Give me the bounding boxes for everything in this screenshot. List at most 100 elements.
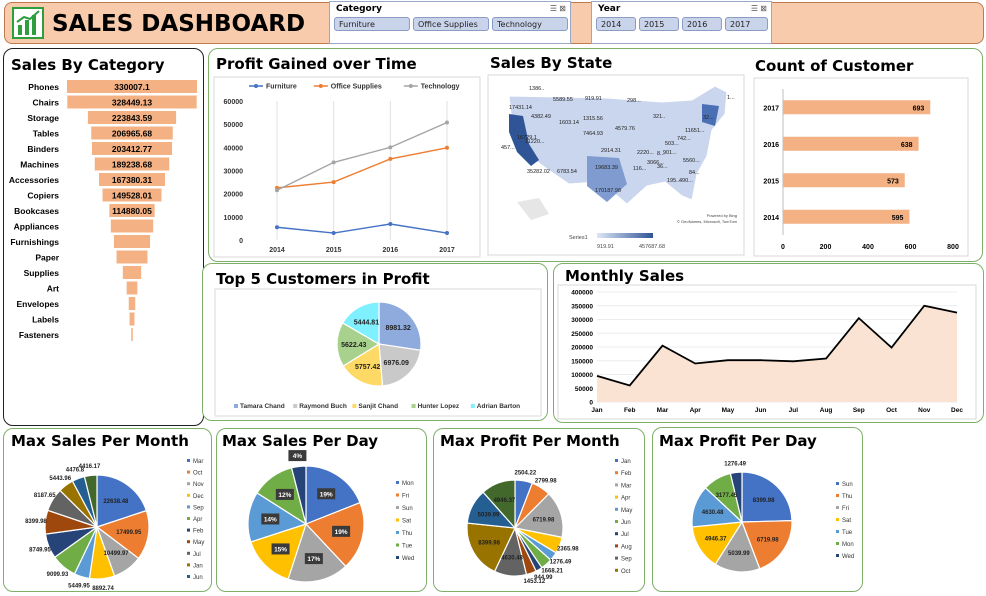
category-label-machines: Machines bbox=[20, 160, 59, 170]
state-label-9: 7464.93 bbox=[583, 131, 603, 137]
state-label-22: 3066... bbox=[647, 160, 664, 166]
profit-point-technology-2014 bbox=[275, 188, 279, 193]
max_sales_per_month-legend-swatch-jan bbox=[187, 563, 190, 567]
max_profit_per_month-label-11: 4946.37 bbox=[494, 498, 516, 504]
max_profit_per_month-slice-9 bbox=[466, 522, 516, 573]
profit-ytick-0: 0 bbox=[239, 238, 243, 245]
state-label-33: 32... bbox=[703, 115, 714, 121]
map-credit-2: © GeoNames, Microsoft, TomTom bbox=[677, 219, 738, 224]
category-bar-machines bbox=[94, 157, 170, 171]
category-label-envelopes: Envelopes bbox=[16, 299, 59, 309]
top5-legend-hunter-lopez: Hunter Lopez bbox=[418, 403, 460, 410]
max_profit_per_month-legend-apr: Apr bbox=[621, 496, 630, 502]
top5-slice-0 bbox=[378, 301, 422, 351]
profit-ytick-50000: 50000 bbox=[224, 122, 244, 129]
customer-xtick-400: 400 bbox=[862, 244, 874, 251]
max_sales_per_day-legend-mon: Mon bbox=[402, 481, 414, 487]
category-label-labels: Labels bbox=[32, 315, 59, 325]
max_profit_per_day-legend-swatch-sat bbox=[836, 518, 839, 521]
max_sales_per_month-legend-swatch-sep bbox=[187, 505, 190, 509]
slicer-item-2014[interactable]: 2014 bbox=[596, 17, 636, 31]
profit-ytick-40000: 40000 bbox=[224, 145, 244, 152]
dashboard-title: SALES DASHBOARD bbox=[52, 11, 306, 37]
category-label-paper: Paper bbox=[35, 253, 59, 263]
top5-legend-adrian-barton: Adrian Barton bbox=[477, 403, 520, 410]
state-label-16: 6783.54 bbox=[557, 169, 577, 175]
max_profit_per_day-legend-swatch-thu bbox=[836, 494, 839, 497]
max_profit_per_month-legend-swatch-aug bbox=[615, 544, 618, 548]
state-label-19: 170187.98 bbox=[595, 188, 621, 194]
category-bar-copiers bbox=[102, 188, 162, 202]
monthly-ytick-150000: 150000 bbox=[571, 358, 593, 365]
max_sales_per_day-label-box-3 bbox=[271, 543, 290, 555]
state-label-18: 116... bbox=[633, 166, 647, 172]
monthly-xtick-Jun: Jun bbox=[755, 407, 767, 414]
max_profit_per_day-label-1: 6719.98 bbox=[757, 537, 779, 543]
slicer-item-office-supplies[interactable]: Office Supplies bbox=[413, 17, 489, 31]
customer-value-2014: 595 bbox=[892, 215, 904, 222]
state-label-11: 16729.1 bbox=[517, 135, 537, 141]
max_sales_per_month-legend-may: May bbox=[193, 540, 204, 546]
max_sales_per_day-legend-thu: Thu bbox=[402, 531, 412, 537]
customer-value-2015: 573 bbox=[887, 178, 899, 185]
max-profit-month-title: Max Profit Per Month bbox=[440, 432, 620, 450]
customer-bar-2017 bbox=[783, 100, 931, 115]
profit-over-time-title: Profit Gained over Time bbox=[216, 55, 417, 73]
customer-bar-2014 bbox=[783, 209, 910, 224]
max_sales_per_day-legend-swatch-fri bbox=[396, 493, 399, 497]
max_sales_per_month-legend-feb: Feb bbox=[193, 529, 204, 535]
profit-line-technology bbox=[276, 121, 448, 191]
profit-chart-frame bbox=[213, 76, 481, 258]
category-bar-fasteners bbox=[131, 328, 133, 341]
max_profit_per_day-legend-sun: Sun bbox=[842, 482, 853, 488]
max_profit_per_month-legend-swatch-mar bbox=[615, 483, 618, 487]
max_profit_per_day-legend-wed: Wed bbox=[842, 554, 854, 560]
slicer-item-2016[interactable]: 2016 bbox=[682, 17, 722, 31]
max_profit_per_day-legend-swatch-mon bbox=[836, 542, 839, 545]
slicer-item-furniture[interactable]: Furniture bbox=[334, 17, 410, 31]
category-label-phones: Phones bbox=[28, 82, 59, 92]
state-label-1: 17431.14 bbox=[509, 105, 532, 111]
customer-xtick-800: 800 bbox=[947, 244, 959, 251]
max_sales_per_day-label-box-4 bbox=[261, 513, 280, 525]
slicer-item-2015[interactable]: 2015 bbox=[639, 17, 679, 31]
max_sales_per_day-legend-sun: Sun bbox=[402, 506, 413, 512]
profit-point-furniture-2017 bbox=[445, 231, 449, 236]
state-label-32: 1... bbox=[727, 95, 735, 101]
monthly-ytick-400000: 400000 bbox=[571, 290, 593, 297]
state-label-12: 11220... bbox=[525, 139, 545, 145]
state-label-15: 35282.02 bbox=[527, 169, 550, 175]
max_profit_per_day-label-4: 4630.48 bbox=[702, 510, 724, 516]
top5-legend-swatch-adrian-barton bbox=[470, 404, 475, 408]
max_sales_per_month-slice-1 bbox=[95, 509, 150, 560]
category-value-copiers: 149528.01 bbox=[112, 191, 152, 201]
california-shape bbox=[509, 114, 539, 166]
max_sales_per_month-label-11: 4416.17 bbox=[79, 464, 101, 470]
max_profit_per_month-label-7: 1453.12 bbox=[523, 579, 545, 585]
max_sales_per_month-legend-swatch-jun bbox=[187, 575, 190, 578]
max_sales_per_month-label-5: 9099.93 bbox=[47, 572, 69, 578]
monthly-ytick-200000: 200000 bbox=[571, 345, 593, 352]
max_sales_per_month-legend-sep: Sep bbox=[193, 505, 204, 511]
monthly-xtick-Aug: Aug bbox=[820, 407, 833, 414]
customer-xtick-0: 0 bbox=[781, 244, 785, 251]
max_profit_per_month-label-4: 1276.49 bbox=[550, 560, 572, 566]
slicer-item-technology[interactable]: Technology bbox=[492, 17, 568, 31]
state-label-14: 457... bbox=[501, 145, 515, 151]
monthly-ytick-300000: 300000 bbox=[571, 317, 593, 324]
max_sales_per_month-legend-jun: Jun bbox=[193, 575, 203, 581]
state-label-31: 11651... bbox=[685, 128, 705, 134]
max-sales-month-title: Max Sales Per Month bbox=[11, 432, 189, 450]
slicer-filter-icons[interactable]: ☰ ⊠ bbox=[750, 4, 767, 13]
max_profit_per_month-legend-swatch-sep bbox=[615, 556, 618, 560]
state-label-28: 503... bbox=[665, 141, 679, 147]
slicer-item-2017[interactable]: 2017 bbox=[725, 17, 768, 31]
max_profit_per_month-legend-swatch-jan bbox=[615, 459, 618, 462]
profit-point-furniture-2015 bbox=[331, 231, 336, 236]
category-value-phones: 330007.1 bbox=[114, 82, 150, 92]
slicer-filter-icons[interactable]: ☰ ⊠ bbox=[549, 4, 566, 13]
top5-legend-tamara-chand: Tamara Chand bbox=[240, 403, 285, 410]
max_sales_per_day-label-2: 17% bbox=[307, 556, 320, 563]
category-bar-envelopes bbox=[128, 297, 136, 310]
